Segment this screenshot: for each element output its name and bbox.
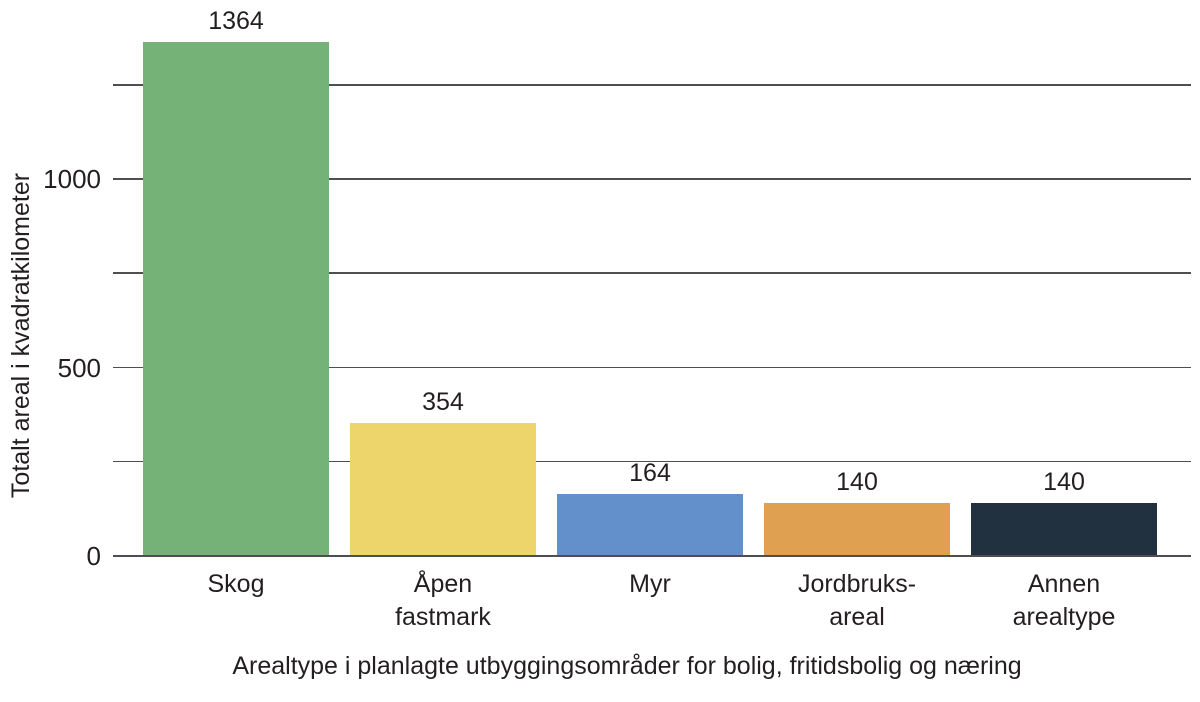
plot-area: 1364 354 164 140 140 [113,0,1191,557]
gridline [113,84,1191,86]
x-axis-title: Arealtype i planlagte utbyggingsområder … [232,652,1022,680]
gridline [113,272,1191,274]
x-category-label: Annen arealtype [1012,570,1116,631]
bar-value-label: 140 [1043,468,1085,496]
x-category-label: Myr [629,570,671,598]
gridline [113,178,1191,180]
bar-value-label: 164 [629,459,671,487]
x-category-label: Skog [207,570,265,598]
bar [350,423,536,556]
x-axis-line [113,555,1191,557]
y-axis-title: Totalt areal i kvadratkilometer [7,172,36,498]
bar-value-label: 354 [422,388,464,416]
bar [143,42,329,556]
y-tick-label: 1000 [43,164,101,195]
bar-value-label: 140 [836,468,878,496]
bar [971,503,1157,556]
bar-value-label: 1364 [208,7,264,35]
y-tick-label: 0 [86,541,101,571]
x-category-label: Jordbruks- areal [797,570,917,631]
x-category-label: Åpen fastmark [395,570,491,631]
bar [764,503,950,556]
gridline [113,460,1191,463]
y-tick-label: 500 [57,352,101,383]
bar [557,494,743,556]
gridline [113,366,1191,369]
